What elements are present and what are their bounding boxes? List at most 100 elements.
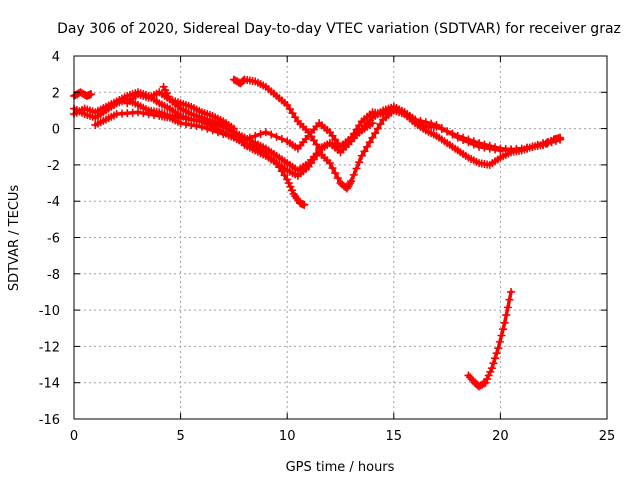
data-point — [333, 174, 342, 183]
data-point — [309, 136, 318, 145]
data-point — [280, 171, 289, 180]
y-tick-label: -16 — [39, 413, 60, 428]
data-point — [489, 359, 498, 368]
x-tick-label: 15 — [386, 429, 403, 444]
data-point — [245, 133, 254, 142]
data-point — [479, 379, 488, 388]
data-point — [483, 375, 492, 384]
data-series — [229, 75, 565, 157]
data-point — [203, 124, 212, 133]
data-point — [144, 110, 153, 119]
data-point — [368, 133, 377, 142]
data-point — [229, 124, 238, 133]
data-point — [347, 177, 356, 186]
y-tick-label: -8 — [47, 268, 60, 283]
data-point — [352, 164, 361, 173]
data-point — [251, 131, 260, 140]
data-point — [256, 130, 265, 139]
x-tick-label: 25 — [599, 429, 616, 444]
data-point — [481, 378, 490, 387]
data-point — [325, 159, 334, 168]
data-point — [267, 130, 276, 139]
y-tick-label: -6 — [47, 232, 60, 247]
x-axis-label: GPS time / hours — [286, 460, 395, 475]
data-point — [371, 129, 380, 138]
y-axis-label: SDTVAR / TECUs — [7, 185, 22, 292]
data-point — [503, 303, 512, 312]
x-tick-label: 0 — [70, 429, 78, 444]
data-point — [376, 120, 385, 129]
data-point — [469, 140, 478, 149]
data-point — [464, 138, 473, 147]
data-point — [349, 170, 358, 179]
data-point — [133, 108, 142, 117]
data-point — [277, 135, 286, 144]
data-point — [459, 135, 468, 144]
data-point — [523, 143, 532, 152]
data-point — [304, 128, 313, 137]
data-point — [355, 158, 364, 167]
data-point — [480, 143, 489, 152]
data-point — [502, 311, 511, 320]
data-point — [87, 90, 96, 99]
data-point — [331, 169, 340, 178]
y-tick-label: -14 — [39, 377, 60, 392]
data-point — [475, 142, 484, 151]
data-point — [197, 122, 206, 131]
data-point — [539, 140, 548, 149]
data-point — [176, 119, 185, 128]
data-point — [272, 132, 281, 141]
y-tick-label: 2 — [52, 86, 60, 101]
data-point — [208, 126, 217, 135]
y-tick-label: -4 — [47, 195, 60, 210]
grid — [74, 56, 607, 419]
data-point — [485, 144, 494, 153]
data-point — [547, 138, 556, 147]
data-point — [491, 145, 500, 154]
plot-area — [70, 75, 565, 391]
data-point — [187, 120, 196, 129]
data-point — [484, 371, 493, 380]
data-point — [139, 109, 148, 118]
data-point — [312, 140, 321, 149]
data-point — [224, 131, 233, 140]
data-point — [328, 164, 337, 173]
data-point — [551, 136, 560, 145]
data-point — [533, 141, 542, 150]
data-point — [500, 318, 509, 327]
x-tick-label: 20 — [492, 429, 509, 444]
data-point — [453, 133, 462, 142]
data-point — [427, 119, 436, 128]
data-point — [365, 138, 374, 147]
data-point — [443, 127, 452, 136]
data-point — [495, 337, 504, 346]
data-point — [487, 364, 496, 373]
data-point — [192, 121, 201, 130]
data-point — [448, 130, 457, 139]
data-point — [421, 118, 430, 127]
data-point — [497, 331, 506, 340]
data-series — [464, 287, 516, 391]
data-point — [219, 130, 228, 139]
data-point — [416, 116, 425, 125]
data-point — [284, 179, 293, 188]
data-point — [494, 344, 503, 353]
data-series — [159, 82, 238, 133]
data-point — [543, 139, 552, 148]
data-point — [291, 113, 300, 122]
data-point — [286, 182, 295, 191]
data-point — [499, 325, 508, 334]
data-point — [432, 120, 441, 129]
data-point — [181, 120, 190, 129]
data-point — [283, 175, 292, 184]
data-point — [517, 144, 526, 153]
data-series — [70, 88, 96, 100]
data-point — [346, 179, 355, 188]
data-point — [492, 349, 501, 358]
chart-title: Day 306 of 2020, Sidereal Day-to-day VTE… — [57, 21, 621, 37]
data-point — [507, 287, 516, 296]
data-point — [357, 151, 366, 160]
data-point — [363, 142, 372, 151]
